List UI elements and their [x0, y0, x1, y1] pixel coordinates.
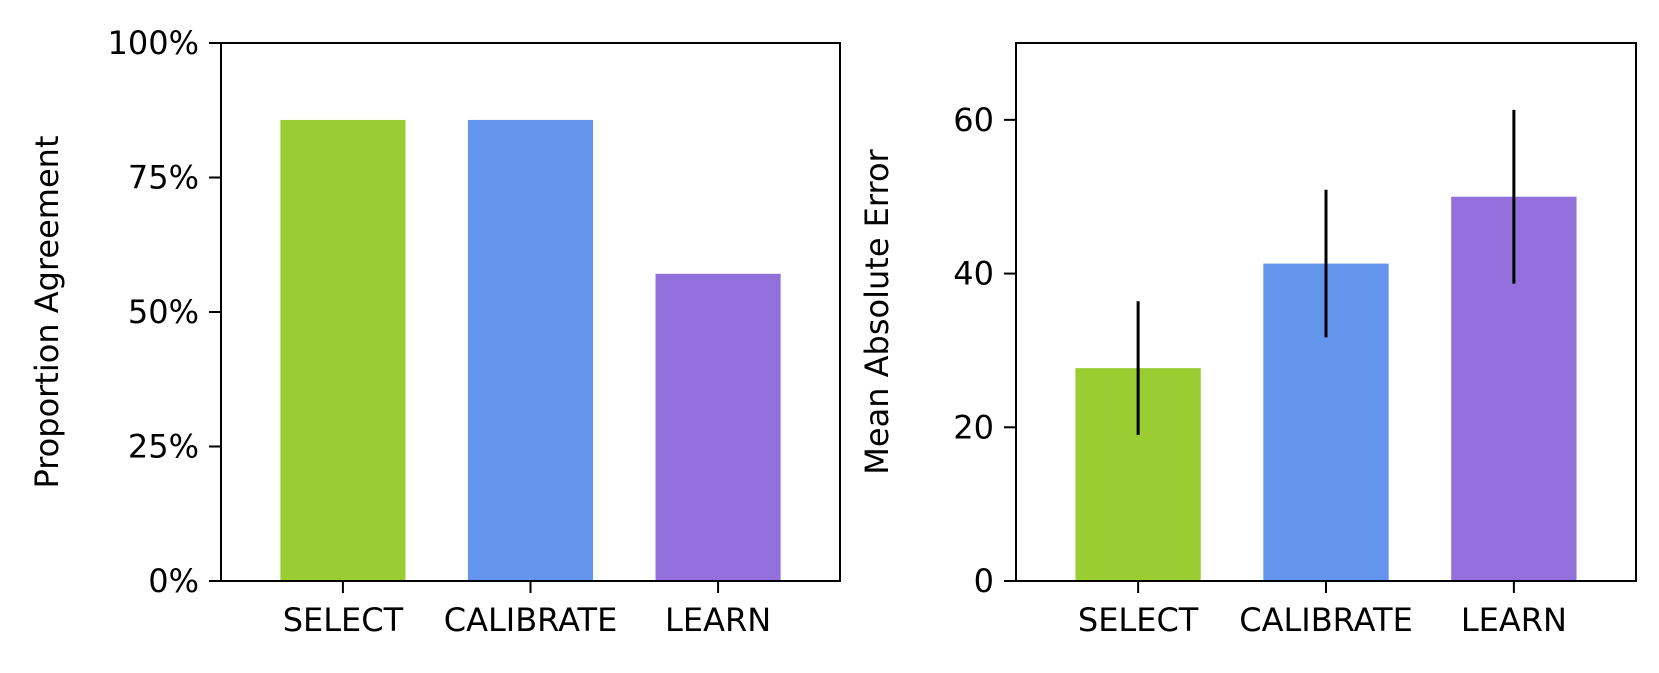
axes-frame [220, 42, 841, 582]
y-tick-label: 20 [953, 408, 994, 446]
y-tick-label: 60 [953, 101, 994, 139]
y-tick-label: 25% [128, 428, 199, 466]
y-tick-label: 0 [974, 562, 994, 600]
x-tick-label: SELECT [1078, 601, 1199, 639]
bar-learn [655, 273, 781, 581]
axes-frame [1015, 42, 1637, 582]
x-tick-label: SELECT [283, 601, 404, 639]
x-tick-label: LEARN [1461, 601, 1567, 639]
y-axis-label: Mean Absolute Error [858, 148, 896, 474]
y-tick-label: 40 [953, 255, 994, 293]
bar-calibrate [467, 119, 594, 582]
proportion-agreement-chart: SELECT CALIBRATE LEARN 0% 25% 50% 75% 100% Propo… [28, 24, 841, 639]
y-tick-label: 100% [108, 24, 199, 62]
x-tick-label: CALIBRATE [444, 601, 618, 639]
y-tick-label: 50% [128, 293, 199, 331]
y-tick-label: 0% [148, 562, 199, 600]
y-tick-label: 75% [128, 159, 199, 197]
x-tick-label: LEARN [665, 601, 771, 639]
mean-absolute-error-chart: SELECT CALIBRATE LEARN 0 20 40 60 Mean Absolute… [858, 42, 1637, 639]
y-axis-label: Proportion Agreement [28, 136, 66, 489]
bar-select [280, 119, 406, 582]
x-tick-label: CALIBRATE [1239, 601, 1413, 639]
